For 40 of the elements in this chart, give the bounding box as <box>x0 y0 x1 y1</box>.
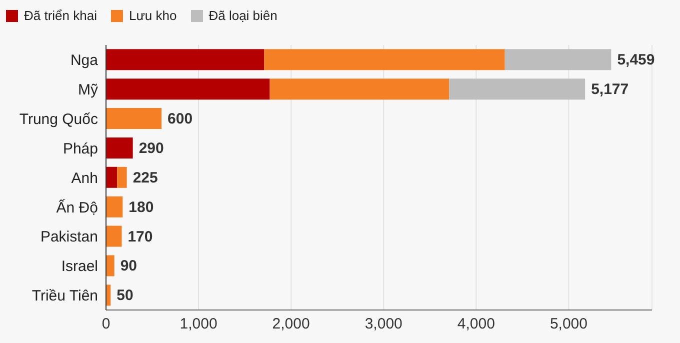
legend-label: Lưu kho <box>128 8 177 23</box>
bar <box>106 78 270 100</box>
bar <box>106 49 264 70</box>
legend-label: Đã loại biên <box>208 8 278 23</box>
total-label: 90 <box>120 258 138 275</box>
bar <box>106 196 123 218</box>
y-tick-label: Mỹ <box>78 81 98 98</box>
y-tick-label: Trung Quốc <box>19 110 98 128</box>
legend-label: Đã triển khai <box>24 8 97 23</box>
y-tick-label: Nga <box>70 52 99 70</box>
y-tick-label: Anh <box>71 170 98 187</box>
x-tick-label: 2,000 <box>272 316 310 333</box>
bar <box>117 166 127 188</box>
bar <box>504 49 612 70</box>
x-tick-label: 4,000 <box>457 316 495 333</box>
total-label: 290 <box>138 140 164 157</box>
x-tick-label: 5,000 <box>550 316 588 333</box>
bar <box>106 108 162 130</box>
total-label: 5,459 <box>617 52 655 69</box>
y-tick-label: Pháp <box>62 140 98 158</box>
total-label: 180 <box>128 198 154 216</box>
x-tick-label: 1,000 <box>180 316 218 333</box>
bar <box>106 226 122 247</box>
total-label: 225 <box>132 169 158 186</box>
bar <box>106 255 114 276</box>
y-tick-label: Israel <box>61 258 98 276</box>
total-label: 50 <box>116 287 134 304</box>
y-tick-label: Ấn Độ <box>56 198 98 216</box>
y-tick-label: Triều Tiên <box>32 288 98 305</box>
x-tick-label: 3,000 <box>364 316 402 333</box>
total-label: 170 <box>128 228 153 246</box>
total-label: 5,177 <box>591 81 629 98</box>
bar <box>106 137 133 158</box>
bar <box>264 49 505 70</box>
y-tick-label: Pakistan <box>40 228 98 246</box>
total-label: 600 <box>168 110 193 128</box>
x-tick-label: 0 <box>102 316 110 333</box>
bar <box>270 78 450 100</box>
bar <box>449 78 586 100</box>
bar <box>106 166 118 188</box>
